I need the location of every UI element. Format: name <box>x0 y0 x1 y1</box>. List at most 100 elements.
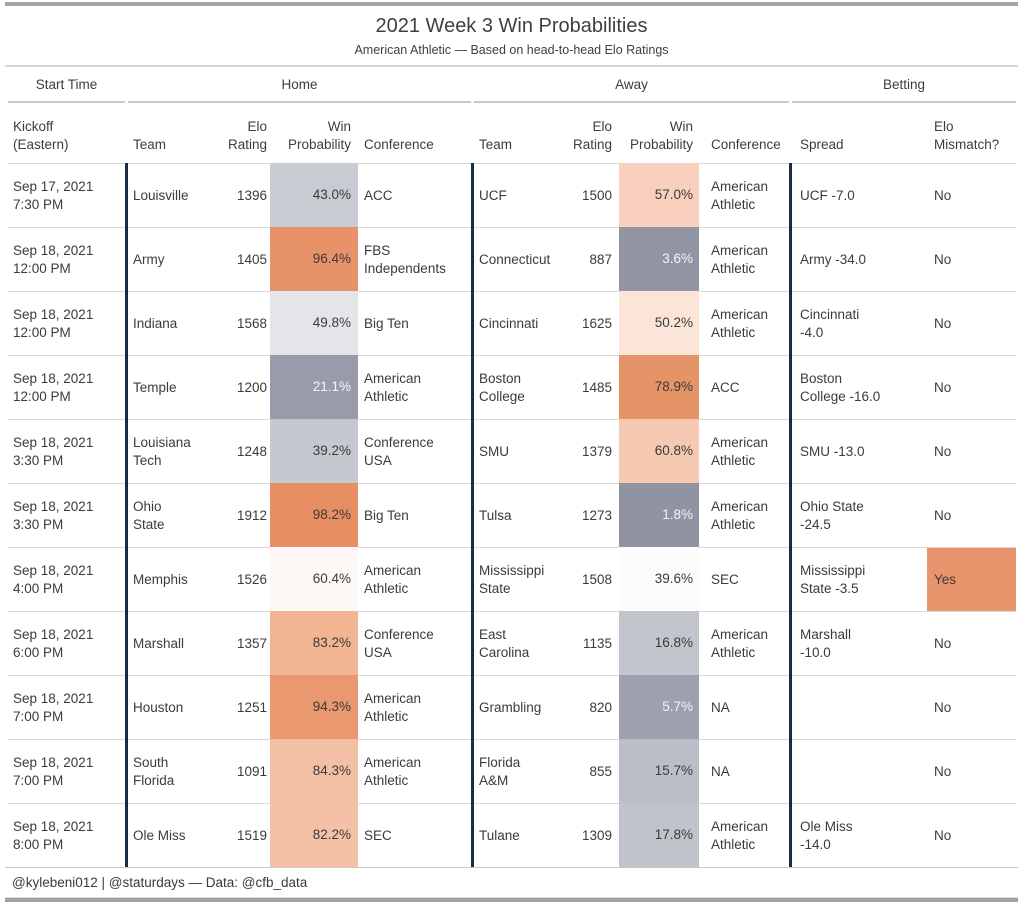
away-elo-cell: 1500 <box>570 163 619 227</box>
away-team-cell: SMU <box>474 419 570 483</box>
home-team-cell: Temple <box>128 355 226 419</box>
group-divider-line <box>471 483 474 547</box>
table-row: Sep 17, 2021 7:30 PM Louisville 1396 43.… <box>8 163 1016 227</box>
col-header-away-team: Team <box>479 137 513 152</box>
spread-cell: Mississippi State -3.5 <box>792 547 927 611</box>
away-conference-cell: American Athletic <box>699 291 789 355</box>
group-divider-line <box>125 419 128 483</box>
away-conference-cell: American Athletic <box>699 419 789 483</box>
table-body: Sep 17, 2021 7:30 PM Louisville 1396 43.… <box>0 163 1023 867</box>
away-team-cell: Cincinnati <box>474 291 570 355</box>
group-divider-line <box>789 227 792 291</box>
group-divider-line <box>471 291 474 355</box>
away-conference-cell: ACC <box>699 355 789 419</box>
home-winprob-cell: 83.2% <box>270 611 358 675</box>
group-divider-line <box>789 739 792 803</box>
group-divider-line <box>789 355 792 419</box>
home-team-cell: Louisville <box>128 163 226 227</box>
col-header-spread: Spread <box>800 137 844 152</box>
spread-cell: Marshall -10.0 <box>792 611 927 675</box>
away-conference-cell: American Athletic <box>699 483 789 547</box>
group-divider-line <box>471 163 474 227</box>
away-elo-cell: 820 <box>570 675 619 739</box>
group-divider-line <box>471 227 474 291</box>
col-header-home-team: Team <box>133 137 167 152</box>
away-elo-cell: 1379 <box>570 419 619 483</box>
bottom-border-bar <box>5 897 1018 902</box>
group-divider-line <box>125 675 128 739</box>
away-winprob-cell: 50.2% <box>619 291 699 355</box>
away-winprob-cell: 3.6% <box>619 227 699 291</box>
home-winprob-cell: 21.1% <box>270 355 358 419</box>
home-conference-cell: American Athletic <box>358 675 471 739</box>
group-divider-line <box>789 803 792 867</box>
elo-mismatch-cell: No <box>927 163 1016 227</box>
spread-cell: Ohio State -24.5 <box>792 483 927 547</box>
kickoff-cell: Sep 18, 2021 7:00 PM <box>8 675 125 739</box>
home-team-cell: Indiana <box>128 291 226 355</box>
away-conference-cell: American Athletic <box>699 803 789 867</box>
group-divider-line <box>471 611 474 675</box>
group-divider-line <box>125 291 128 355</box>
away-team-cell: Florida A&M <box>474 739 570 803</box>
group-divider-line <box>789 483 792 547</box>
away-winprob-cell: 57.0% <box>619 163 699 227</box>
home-winprob-cell: 39.2% <box>270 419 358 483</box>
col-header-away-conference: Conference <box>711 137 781 152</box>
footer-divider-rule <box>5 867 1018 868</box>
home-winprob-cell: 96.4% <box>270 227 358 291</box>
elo-mismatch-cell: Yes <box>927 547 1016 611</box>
group-start-time: Start Time <box>8 67 125 103</box>
away-conference-cell: NA <box>699 739 789 803</box>
home-conference-cell: Big Ten <box>358 291 471 355</box>
away-conference-cell: SEC <box>699 547 789 611</box>
table-row: Sep 18, 2021 3:30 PM Louisiana Tech 1248… <box>8 419 1016 483</box>
home-conference-cell: American Athletic <box>358 739 471 803</box>
table-row: Sep 18, 2021 7:00 PM Houston 1251 94.3% … <box>8 675 1016 739</box>
home-conference-cell: Conference USA <box>358 419 471 483</box>
away-conference-cell: NA <box>699 675 789 739</box>
home-winprob-cell: 49.8% <box>270 291 358 355</box>
away-conference-cell: American Athletic <box>699 163 789 227</box>
kickoff-cell: Sep 18, 2021 7:00 PM <box>8 739 125 803</box>
group-divider-line <box>125 355 128 419</box>
home-winprob-cell: 84.3% <box>270 739 358 803</box>
group-betting: Betting <box>792 67 1016 103</box>
home-winprob-cell: 60.4% <box>270 547 358 611</box>
group-divider-line <box>789 547 792 611</box>
home-conference-cell: American Athletic <box>358 355 471 419</box>
group-divider-line <box>125 803 128 867</box>
home-conference-cell: Big Ten <box>358 483 471 547</box>
elo-mismatch-cell: No <box>927 803 1016 867</box>
home-elo-cell: 1357 <box>226 611 270 675</box>
away-winprob-cell: 16.8% <box>619 611 699 675</box>
group-divider-line <box>789 675 792 739</box>
kickoff-cell: Sep 17, 2021 7:30 PM <box>8 163 125 227</box>
col-header-home-conference: Conference <box>364 137 434 152</box>
home-team-cell: South Florida <box>128 739 226 803</box>
home-elo-cell: 1568 <box>226 291 270 355</box>
spread-cell: Ole Miss -14.0 <box>792 803 927 867</box>
home-elo-cell: 1248 <box>226 419 270 483</box>
elo-mismatch-cell: No <box>927 611 1016 675</box>
home-team-cell: Ohio State <box>128 483 226 547</box>
group-divider-line <box>471 739 474 803</box>
kickoff-cell: Sep 18, 2021 12:00 PM <box>8 355 125 419</box>
group-divider-line <box>789 163 792 227</box>
away-conference-cell: American Athletic <box>699 611 789 675</box>
home-elo-cell: 1912 <box>226 483 270 547</box>
kickoff-cell: Sep 18, 2021 6:00 PM <box>8 611 125 675</box>
spread-cell: Cincinnati -4.0 <box>792 291 927 355</box>
home-conference-cell: Conference USA <box>358 611 471 675</box>
away-winprob-cell: 78.9% <box>619 355 699 419</box>
away-elo-cell: 1485 <box>570 355 619 419</box>
col-header-home-elo: Elo Rating <box>227 119 267 152</box>
home-winprob-cell: 94.3% <box>270 675 358 739</box>
col-header-away-elo: Elo Rating <box>572 119 612 152</box>
home-conference-cell: ACC <box>358 163 471 227</box>
away-elo-cell: 855 <box>570 739 619 803</box>
away-team-cell: Grambling <box>474 675 570 739</box>
table-row: Sep 18, 2021 7:00 PM South Florida 1091 … <box>8 739 1016 803</box>
table-row: Sep 18, 2021 6:00 PM Marshall 1357 83.2%… <box>8 611 1016 675</box>
